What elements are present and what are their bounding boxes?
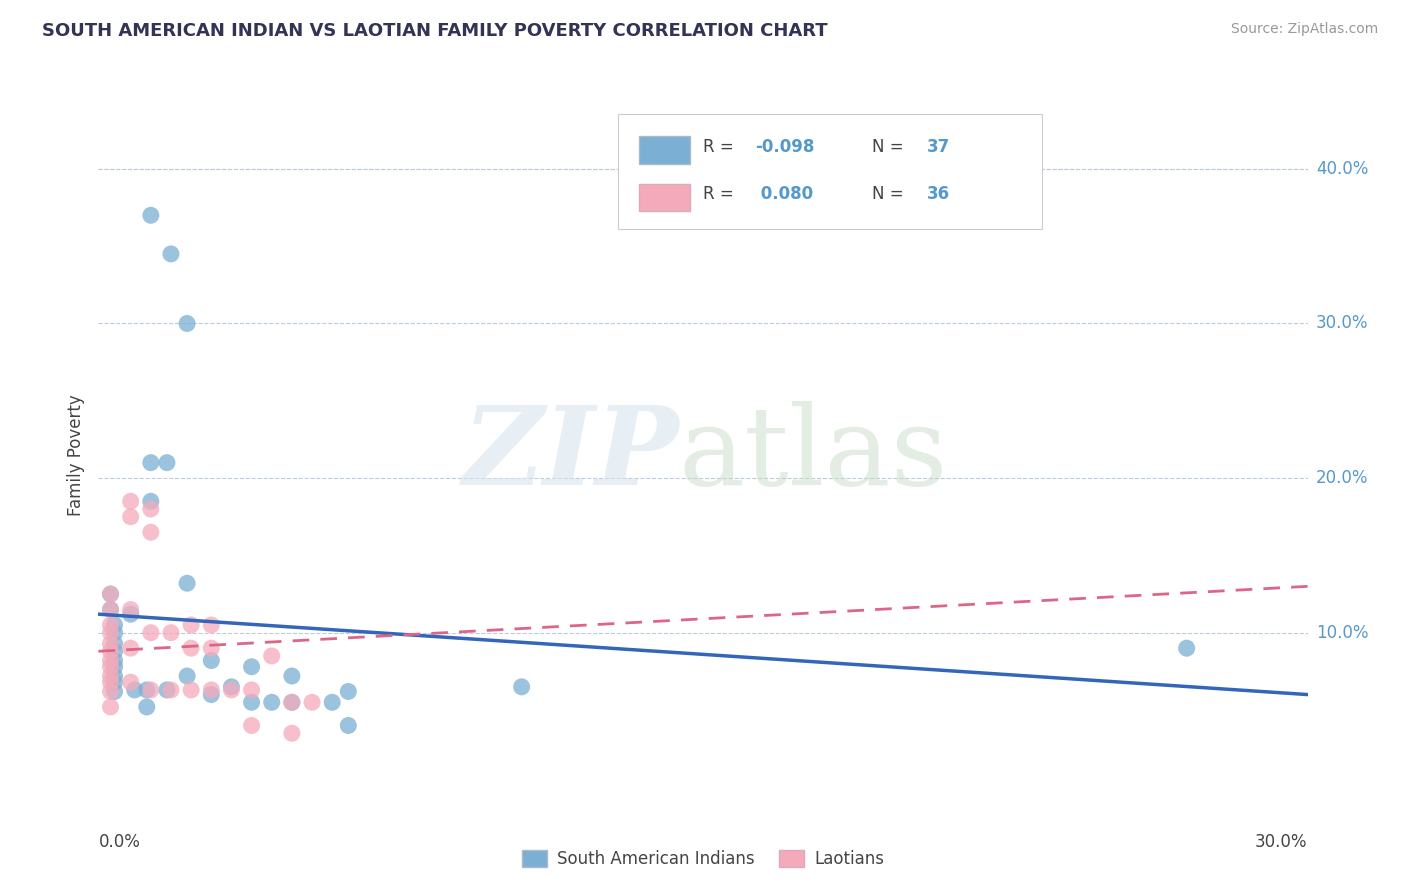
Point [200,654,222,668]
Point [120,509,142,524]
Text: N =: N = [872,137,910,156]
FancyBboxPatch shape [638,136,690,164]
Point [100,700,122,714]
Point [176,317,198,331]
Point [160,625,183,640]
Text: Source: ZipAtlas.com: Source: ZipAtlas.com [1230,22,1378,37]
Point [221,680,243,694]
Point [120,602,142,616]
Point [139,682,162,697]
Point [100,602,122,616]
Point [100,602,122,616]
Text: R =: R = [703,137,740,156]
Point [103,644,125,658]
Point [260,648,283,663]
Point [103,625,125,640]
Point [139,525,162,540]
Point [180,641,202,656]
Point [100,659,122,673]
Point [100,625,122,640]
Text: 30.0%: 30.0% [1316,315,1368,333]
Text: 10.0%: 10.0% [1316,624,1368,641]
Point [337,718,360,732]
Point [139,625,162,640]
Text: 0.0%: 0.0% [98,833,141,851]
Point [1175,641,1198,656]
Point [221,682,243,697]
Point [124,682,146,697]
Point [100,675,122,690]
Text: 20.0%: 20.0% [1316,469,1368,487]
Point [120,675,142,690]
Point [120,607,142,622]
Point [240,682,263,697]
Point [156,456,179,470]
Point [100,618,122,632]
Point [103,636,125,650]
Text: -0.098: -0.098 [755,137,814,156]
Point [120,494,142,508]
Point [160,247,183,261]
Point [180,618,202,632]
Point [200,688,222,702]
Point [103,684,125,698]
Point [103,618,125,632]
Point [510,680,533,694]
FancyBboxPatch shape [638,184,690,211]
Point [176,669,198,683]
Point [200,682,222,697]
Point [139,502,162,516]
Text: ZIP: ZIP [463,401,679,508]
Point [281,695,304,709]
Point [200,618,222,632]
Point [100,669,122,683]
Point [240,695,263,709]
Point [103,659,125,673]
Point [120,641,142,656]
Point [240,659,263,673]
Point [160,682,183,697]
Text: atlas: atlas [679,401,949,508]
Point [281,669,304,683]
Point [100,587,122,601]
Text: 40.0%: 40.0% [1316,160,1368,178]
Point [240,718,263,732]
Point [100,644,122,658]
Point [281,726,304,740]
Point [200,641,222,656]
Point [100,636,122,650]
Point [139,494,162,508]
Text: 36: 36 [927,185,950,203]
Text: R =: R = [703,185,740,203]
Point [260,695,283,709]
Point [100,684,122,698]
Point [139,208,162,222]
Y-axis label: Family Poverty: Family Poverty [66,394,84,516]
Point [103,675,125,690]
Point [301,695,323,709]
Point [135,682,157,697]
Text: 37: 37 [927,137,950,156]
Legend: South American Indians, Laotians: South American Indians, Laotians [515,843,891,874]
Point [281,695,304,709]
Point [100,587,122,601]
Point [139,456,162,470]
Point [337,684,360,698]
FancyBboxPatch shape [619,114,1042,229]
Point [176,576,198,591]
Point [321,695,343,709]
Point [100,654,122,668]
Text: 30.0%: 30.0% [1256,833,1308,851]
Text: 0.080: 0.080 [755,185,813,203]
Point [103,654,125,668]
Point [103,669,125,683]
Text: N =: N = [872,185,910,203]
Point [180,682,202,697]
Point [156,682,179,697]
Point [135,700,157,714]
Text: SOUTH AMERICAN INDIAN VS LAOTIAN FAMILY POVERTY CORRELATION CHART: SOUTH AMERICAN INDIAN VS LAOTIAN FAMILY … [42,22,828,40]
